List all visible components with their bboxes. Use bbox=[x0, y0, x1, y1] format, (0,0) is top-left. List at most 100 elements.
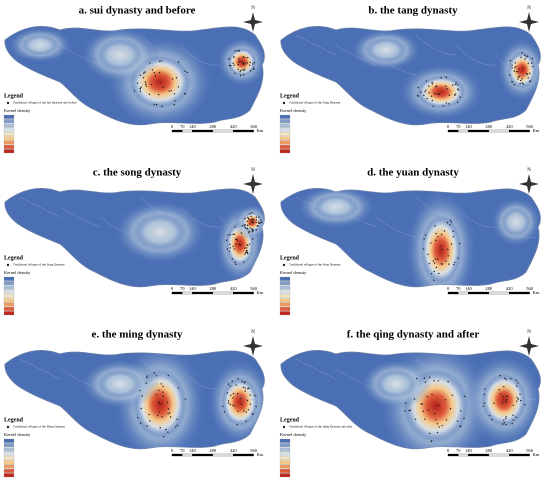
legend-swatch bbox=[279, 298, 291, 303]
village-point bbox=[146, 425, 148, 427]
village-point bbox=[452, 236, 455, 238]
village-point bbox=[246, 220, 248, 223]
village-point bbox=[436, 93, 439, 95]
legend-swatch bbox=[279, 149, 291, 154]
village-point bbox=[531, 57, 534, 60]
village-point bbox=[246, 244, 248, 246]
village-point bbox=[235, 384, 237, 386]
village-point bbox=[424, 91, 426, 93]
village-point bbox=[431, 99, 434, 102]
village-point bbox=[133, 90, 136, 92]
village-point bbox=[454, 94, 456, 96]
village-point bbox=[503, 421, 506, 424]
village-point bbox=[434, 92, 436, 95]
village-point bbox=[409, 409, 412, 411]
village-point bbox=[184, 398, 187, 400]
legend-title: Legend bbox=[4, 93, 24, 99]
river bbox=[139, 358, 181, 380]
legend-point-symbol bbox=[6, 263, 10, 267]
north-star bbox=[519, 336, 539, 356]
river bbox=[335, 368, 377, 390]
village-point bbox=[451, 84, 454, 86]
density-hotspot bbox=[222, 378, 258, 426]
village-point bbox=[438, 426, 440, 428]
map-panel: a. sui dynasty and before N Legend Traditio… bbox=[3, 5, 265, 154]
river bbox=[139, 196, 181, 218]
north-label: N bbox=[251, 6, 255, 11]
village-point bbox=[247, 252, 249, 255]
scale-unit: Km bbox=[533, 290, 540, 295]
village-point bbox=[145, 376, 148, 379]
village-point bbox=[428, 263, 431, 265]
density-hotspot bbox=[417, 76, 465, 108]
village-point bbox=[511, 64, 513, 66]
legend-swatch bbox=[3, 127, 15, 132]
legend-swatch bbox=[279, 132, 291, 136]
village-point bbox=[426, 396, 428, 398]
village-point bbox=[516, 400, 518, 402]
scale-segment bbox=[192, 291, 213, 295]
village-point bbox=[139, 74, 142, 76]
village-point bbox=[502, 395, 504, 398]
legend-swatch bbox=[3, 289, 15, 294]
density-layer bbox=[295, 28, 541, 121]
village-point bbox=[517, 76, 519, 78]
village-point bbox=[229, 243, 231, 246]
scale-label: 140 bbox=[465, 286, 473, 291]
river bbox=[139, 34, 181, 56]
river bbox=[219, 378, 261, 401]
village-point bbox=[423, 377, 426, 380]
scale-label: 0 bbox=[447, 124, 450, 129]
village-point bbox=[430, 272, 433, 275]
village-point bbox=[505, 401, 507, 403]
village-point bbox=[184, 93, 187, 95]
village-point bbox=[148, 93, 151, 96]
scale-segment bbox=[192, 129, 213, 133]
density-hotspot bbox=[502, 208, 530, 236]
village-point bbox=[424, 381, 427, 383]
legend-swatch bbox=[279, 136, 291, 141]
village-point bbox=[261, 221, 263, 223]
scale-label: 140 bbox=[189, 448, 197, 453]
village-point bbox=[505, 395, 507, 397]
legend-swatch bbox=[279, 311, 291, 316]
scale-segment bbox=[458, 129, 469, 133]
village-point bbox=[232, 404, 234, 407]
village-point bbox=[184, 70, 186, 72]
village-point bbox=[499, 374, 501, 377]
village-point bbox=[522, 66, 525, 69]
village-point bbox=[226, 248, 229, 250]
village-point bbox=[154, 75, 157, 77]
legend-swatch bbox=[3, 276, 15, 281]
village-point bbox=[433, 270, 435, 273]
scale-segment bbox=[171, 291, 183, 295]
village-point bbox=[237, 410, 239, 412]
scale-label: 0 bbox=[447, 448, 450, 453]
north-label: N bbox=[527, 330, 531, 335]
scale-segment bbox=[233, 453, 254, 457]
village-point bbox=[176, 418, 178, 421]
village-point bbox=[245, 251, 247, 253]
village-point bbox=[463, 417, 465, 420]
village-point bbox=[151, 69, 154, 71]
north-arrow: N bbox=[243, 6, 263, 32]
village-point bbox=[515, 416, 517, 419]
scale-segment bbox=[212, 453, 234, 457]
legend-swatch bbox=[3, 298, 15, 303]
village-point bbox=[515, 70, 518, 73]
density-hotspot bbox=[421, 216, 461, 284]
legend-swatch bbox=[3, 473, 15, 478]
village-point bbox=[437, 236, 439, 238]
village-point bbox=[414, 418, 417, 420]
village-point bbox=[445, 260, 447, 262]
village-point bbox=[501, 402, 503, 404]
village-point bbox=[169, 412, 171, 414]
village-point bbox=[246, 399, 249, 402]
village-point bbox=[226, 392, 229, 394]
north-label: N bbox=[527, 6, 531, 11]
legend-density-title: Kernel density bbox=[280, 270, 307, 275]
density-layer bbox=[7, 26, 265, 125]
village-point bbox=[229, 234, 231, 236]
